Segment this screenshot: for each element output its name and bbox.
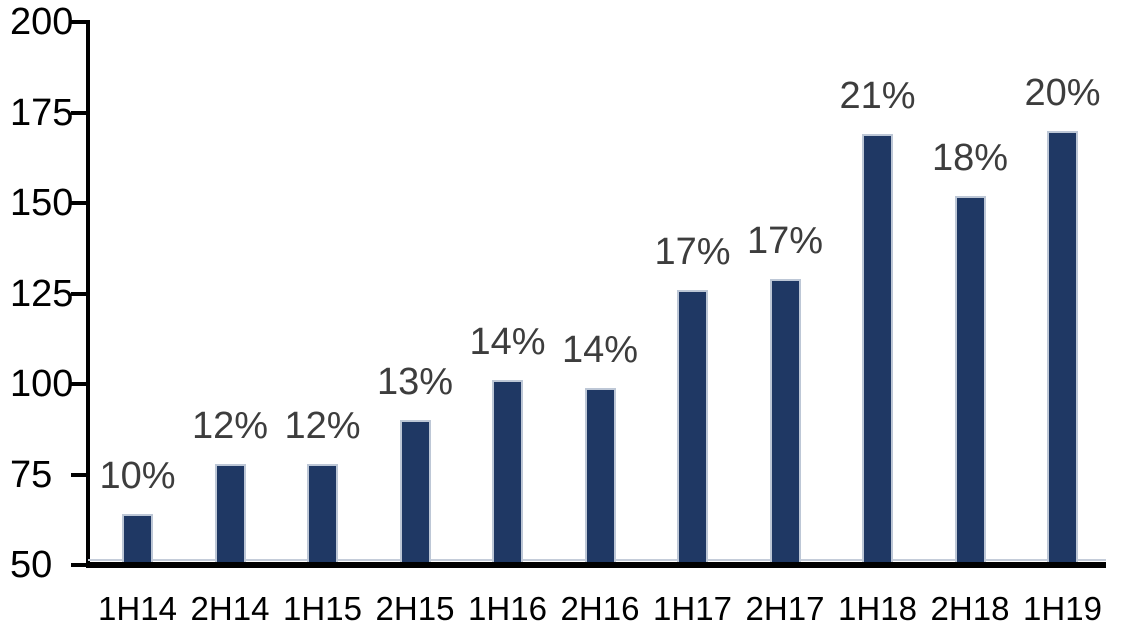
bar-value-label: 14% <box>469 321 546 364</box>
x-axis-category-label: 1H18 <box>838 590 917 627</box>
bar-1H18 <box>862 134 893 562</box>
y-axis-tick-mark <box>71 382 86 386</box>
y-axis-tick-mark <box>71 563 86 567</box>
y-axis-tick-mark <box>71 291 86 296</box>
bar-value-label: 12% <box>284 404 361 447</box>
bar-2H18 <box>954 195 986 562</box>
x-axis-category-label: 1H15 <box>283 590 362 627</box>
y-axis-tick-mark <box>71 201 86 205</box>
y-axis-tick-mark <box>71 472 86 477</box>
bar-1H14 <box>122 514 153 562</box>
bar-value-label: 20% <box>1024 71 1101 114</box>
bar-value-label: 17% <box>654 230 731 273</box>
y-axis-tick-label: 75 <box>10 453 53 496</box>
bar-1H17 <box>677 289 708 562</box>
y-axis-tick-mark <box>71 110 86 115</box>
y-axis-line <box>86 20 90 568</box>
bar-value-label: 12% <box>191 404 269 447</box>
y-axis-tick-label: 150 <box>10 182 74 224</box>
bar-1H16 <box>492 380 523 562</box>
bar-value-label: 17% <box>746 220 824 263</box>
bar-value-label: 13% <box>376 361 454 404</box>
y-axis-tick-mark <box>71 20 86 24</box>
x-axis-category-label: 1H19 <box>1023 590 1102 627</box>
bar-2H16 <box>584 387 616 562</box>
y-axis-tick-label: 50 <box>10 544 53 586</box>
y-axis-tick-label: 100 <box>10 363 74 405</box>
x-axis-category-label: 1H16 <box>468 590 547 627</box>
x-axis-line <box>86 562 1106 568</box>
bar-value-label: 14% <box>561 328 639 371</box>
bar-1H15 <box>307 463 338 562</box>
bar-2H14 <box>214 463 246 562</box>
x-axis-category-label: 2H14 <box>190 590 270 627</box>
x-axis-category-label: 2H18 <box>930 590 1010 627</box>
bar-value-label: 10% <box>99 455 176 498</box>
x-axis-category-label: 1H14 <box>98 590 177 627</box>
x-axis-category-label: 2H17 <box>745 590 825 627</box>
x-axis-category-label: 2H16 <box>560 590 640 627</box>
bar-2H15 <box>399 420 431 562</box>
y-axis-tick-label: 175 <box>10 91 74 134</box>
x-axis-category-label: 1H17 <box>653 590 732 627</box>
bar-1H19 <box>1047 130 1078 562</box>
y-axis-tick-label: 125 <box>10 272 74 315</box>
y-axis-tick-label: 200 <box>10 1 74 43</box>
bar-value-label: 21% <box>839 75 916 118</box>
bar-value-label: 18% <box>931 136 1009 179</box>
bar-2H17 <box>769 279 801 562</box>
x-axis-category-label: 2H15 <box>375 590 455 627</box>
